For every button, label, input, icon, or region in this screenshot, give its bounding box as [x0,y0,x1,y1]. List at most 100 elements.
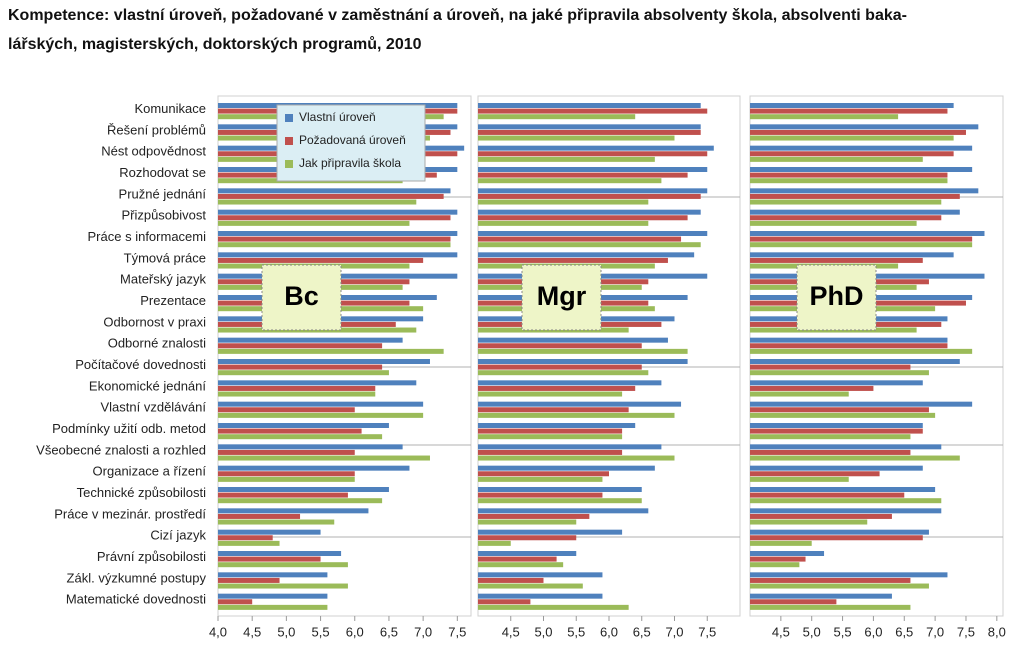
bar [750,476,849,482]
category-label: Odbornost v praxi [103,314,206,329]
x-tick-label: 4,5 [502,624,520,639]
bar [218,599,253,605]
bar [218,476,355,482]
bar [750,572,948,578]
bar [218,348,444,354]
panel-label: Bc [284,281,319,311]
bar [478,327,629,333]
bar [750,220,917,226]
x-tick-label: 7,5 [698,624,716,639]
bar [750,257,923,263]
x-tick-label: 5,5 [312,624,330,639]
bar [750,151,954,157]
bar [478,535,577,541]
bar [218,562,348,568]
bar [478,508,649,514]
bar [218,535,273,541]
bar [218,444,403,450]
bar [218,359,430,364]
bar [218,199,417,205]
bar [478,529,623,535]
bar [750,455,960,461]
bar [750,172,948,178]
bar [750,129,966,135]
panel-label-box [261,264,342,331]
bar [478,593,603,599]
category-label: Přizpůsobivost [121,208,206,223]
bar [218,327,417,333]
bar [750,242,973,248]
bar [478,407,629,413]
bar [750,593,892,599]
bar [750,236,973,242]
bar [218,487,389,492]
bar [478,167,708,172]
bar [750,327,917,333]
bar [750,364,911,370]
bar [218,572,328,578]
bar [750,428,923,434]
category-label: Zákl. výzkumné postupy [67,570,207,585]
x-tick-label: 7,0 [926,624,944,639]
bar [478,209,701,215]
bar [750,391,849,397]
bar [750,370,929,376]
legend-box [276,104,426,182]
bar [478,519,577,525]
bar [750,199,942,205]
bar [218,604,328,610]
bar [750,103,954,108]
bar [478,540,511,546]
bar [218,577,280,583]
category-label: Týmová práce [124,250,206,265]
bar [218,593,328,599]
bar [218,540,280,546]
category-label: Ekonomické jednání [89,378,206,393]
bar [478,151,708,157]
bar [218,242,451,248]
bar [478,412,675,418]
bar [478,370,649,376]
bar [750,423,923,428]
bar [478,348,688,354]
bar [218,556,321,562]
bar [218,220,410,226]
bar [218,449,355,455]
category-label: Práce v mezinár. prostředí [54,506,206,521]
bar [218,391,376,397]
bar [478,108,708,114]
bar [750,449,911,455]
bar [750,215,942,221]
bar [750,252,954,258]
bar [750,540,812,546]
bar [478,145,714,151]
category-label: Odborné znalosti [108,336,206,351]
bar [750,407,929,413]
bar [750,135,954,141]
bar [218,428,362,434]
category-label: Počítačové dovednosti [75,357,206,372]
bar [478,577,544,583]
x-tick-label: 6,0 [864,624,882,639]
bar [478,498,642,504]
category-label: Komunikace [134,101,206,116]
bar [478,236,682,242]
bar [478,193,701,199]
bar [218,471,355,477]
bar [478,188,708,194]
bar [750,231,985,236]
bar [750,508,942,514]
category-label: Právní způsobilosti [97,549,206,564]
bar [218,508,369,514]
bar [218,236,451,242]
bar [750,513,892,519]
bar [750,114,899,120]
x-tick-label: 7,0 [414,624,432,639]
bar [478,385,636,391]
bar [750,577,911,583]
bar [218,519,335,525]
bar [478,129,701,135]
bar [478,513,590,519]
bar [218,337,403,343]
